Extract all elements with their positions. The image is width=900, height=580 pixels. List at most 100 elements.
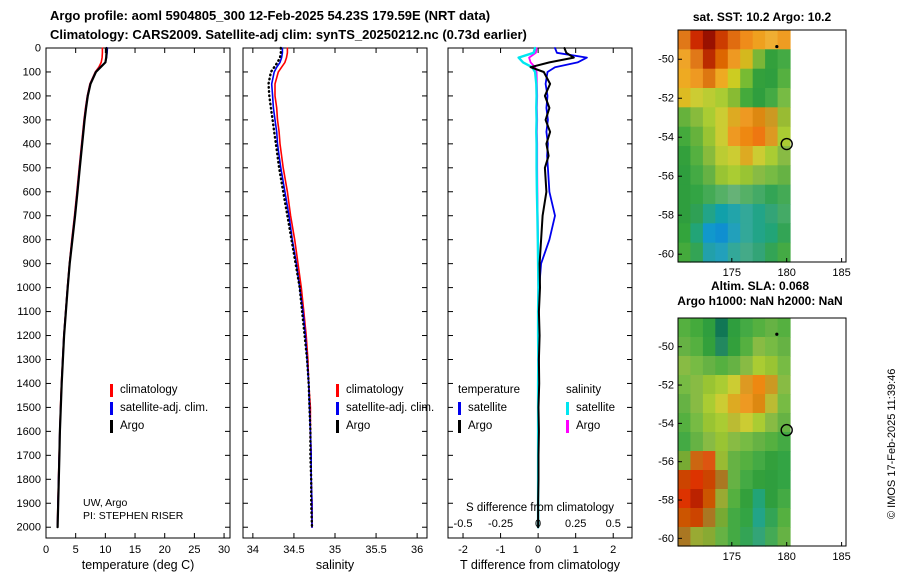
heatmap-cell — [727, 394, 741, 414]
heatmap-cell — [752, 470, 766, 490]
heatmap-cell — [702, 184, 716, 205]
heatmap-cell — [690, 126, 704, 147]
axis-text: 1 — [573, 544, 579, 556]
heatmap-cell — [702, 49, 716, 70]
heatmap-cell — [740, 146, 754, 166]
heatmap-cell — [777, 165, 791, 186]
heatmap-cell — [727, 470, 741, 490]
heatmap-cell — [740, 88, 754, 108]
heatmap-cell — [777, 204, 791, 224]
heatmap-cell — [702, 356, 716, 376]
argo-float-location-marker — [780, 423, 793, 437]
heatmap-cell — [740, 318, 754, 338]
legend-line-marker-icon — [110, 401, 113, 415]
legend-line-marker-icon — [336, 401, 339, 415]
legend-label: Argo — [576, 420, 601, 432]
axis-text: 1300 — [17, 354, 41, 366]
difference-temperature-legend: temperature satellite Argo — [458, 381, 520, 435]
legend-item-climatology: climatology — [110, 381, 208, 399]
heatmap-cell — [678, 470, 691, 490]
heatmap-cell — [715, 126, 729, 147]
axis-text: 400 — [23, 138, 41, 150]
argo-heights-title: Argo h1000: NaN h2000: NaN — [677, 294, 843, 308]
heatmap-cell — [752, 88, 766, 108]
heatmap-cell — [740, 126, 754, 147]
heatmap-cell — [727, 49, 741, 70]
axis-text: 1700 — [17, 450, 41, 462]
axis-text: 0 — [535, 518, 541, 530]
heatmap-cell — [777, 375, 791, 395]
salinity-panel-legend: climatology satellite-adj. clim. Argo — [336, 381, 434, 435]
heatmap-cell — [740, 30, 754, 50]
heatmap-cell — [702, 470, 716, 490]
axis-text: 1100 — [17, 306, 41, 318]
legend-label: satellite-adj. clim. — [120, 402, 209, 414]
argo-float-location-marker — [780, 137, 793, 151]
legend-item-climatology: climatology — [336, 381, 434, 399]
heatmap-cell — [752, 375, 766, 395]
heatmap-cell — [678, 489, 691, 509]
heatmap-cell — [765, 318, 779, 338]
heatmap-cell — [702, 337, 716, 357]
axis-text: 500 — [23, 162, 41, 174]
heatmap-cell — [690, 30, 704, 50]
heatmap-cell — [752, 68, 766, 89]
heatmap-cell — [740, 432, 754, 452]
axis-text: 185 — [832, 551, 850, 563]
pi-annotation: UW, Argo PI: STEPHEN RISER — [83, 497, 183, 523]
heatmap-cell — [702, 508, 716, 528]
heatmap-cell — [690, 451, 704, 471]
heatmap-cell — [702, 489, 716, 509]
heatmap-cell — [727, 88, 741, 108]
map-frame — [677, 317, 847, 547]
legend-label: climatology — [120, 384, 178, 396]
heatmap-cell — [727, 184, 741, 205]
temperature-panel-legend: climatology satellite-adj. clim. Argo — [110, 381, 208, 435]
heatmap-cell — [690, 184, 704, 205]
axis-text: -58 — [658, 495, 674, 507]
axis-text: 900 — [23, 258, 41, 270]
heatmap-cell — [715, 451, 729, 471]
axis-text: 34.5 — [283, 544, 304, 556]
heatmap-cell — [715, 107, 729, 128]
legend-label: Argo — [468, 420, 493, 432]
heatmap-cell — [777, 68, 791, 89]
heatmap-cell — [740, 508, 754, 528]
heatmap-cell — [740, 489, 754, 509]
heatmap-cell — [678, 49, 691, 70]
heatmap-cell — [702, 146, 716, 166]
heatmap-cell — [740, 337, 754, 357]
heatmap-cell — [715, 470, 729, 490]
axis-text: 0.25 — [565, 518, 586, 530]
plot-frame — [447, 47, 633, 539]
heatmap-cell — [740, 68, 754, 89]
heatmap-cell — [777, 413, 791, 433]
heatmap-cell — [752, 337, 766, 357]
heatmap-cell — [727, 107, 741, 128]
legend-label: satellite — [576, 402, 615, 414]
heatmap-cell — [715, 184, 729, 205]
imos-credit: © IMOS 17-Feb-2025 11:39:46 — [886, 368, 898, 519]
heatmap-cell — [727, 375, 741, 395]
heatmap-cell — [702, 30, 716, 50]
axis-text: T difference from climatology — [460, 558, 621, 572]
heatmap-cell — [715, 146, 729, 166]
heatmap-cell — [765, 146, 779, 166]
legend-item-satellite-adj-clim-: satellite-adj. clim. — [110, 399, 208, 417]
heatmap-cell — [740, 242, 754, 263]
heatmap-cell — [765, 413, 779, 433]
heatmap-cell — [702, 242, 716, 263]
sst-map-title: sat. SST: 10.2 Argo: 10.2 — [692, 10, 832, 24]
heatmap-cell — [765, 30, 779, 50]
heatmap-cell — [765, 470, 779, 490]
heatmap-cell — [727, 165, 741, 186]
heatmap-cell — [765, 489, 779, 509]
legend-items-temperature: satellite Argo — [458, 399, 520, 435]
heatmap-cell — [678, 68, 691, 89]
series-climatology — [274, 47, 313, 529]
heatmap-cell — [777, 88, 791, 108]
heatmap-cell — [765, 107, 779, 128]
heatmap-cell — [752, 107, 766, 128]
heatmap-cell — [702, 204, 716, 224]
heatmap-cell — [715, 527, 729, 547]
